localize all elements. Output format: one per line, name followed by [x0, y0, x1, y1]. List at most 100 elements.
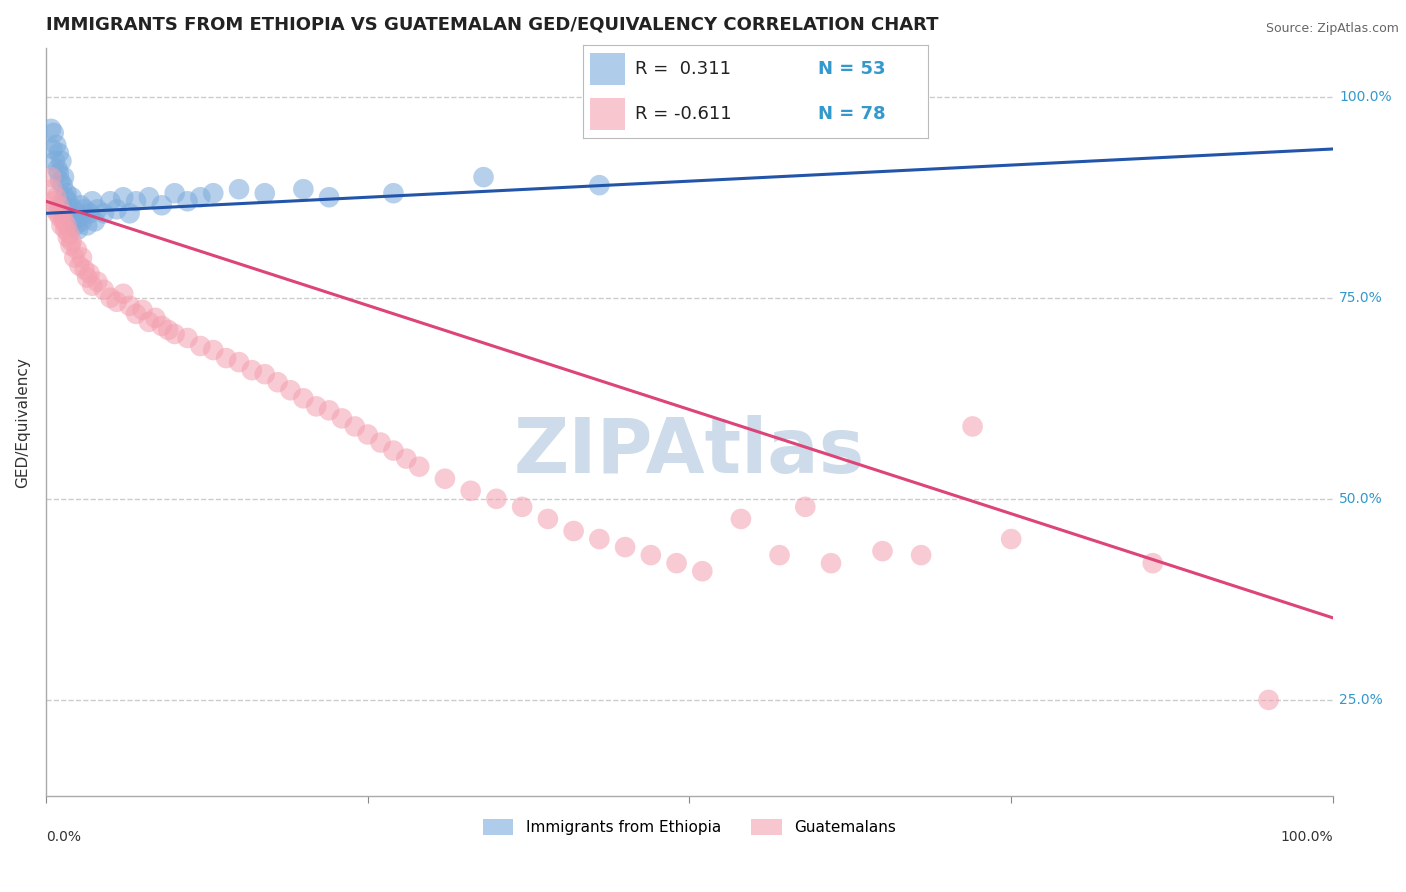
Point	[69, 198, 91, 212]
Point	[176, 194, 198, 209]
Y-axis label: GED/Equivalency: GED/Equivalency	[15, 357, 30, 488]
Point	[692, 564, 714, 578]
Point	[44, 154, 66, 169]
Point	[105, 202, 128, 217]
Bar	[591, 53, 624, 85]
Point	[70, 251, 93, 265]
Text: 100.0%: 100.0%	[1281, 830, 1333, 844]
Point	[588, 532, 610, 546]
Text: 75.0%: 75.0%	[1340, 291, 1384, 305]
Point	[614, 540, 637, 554]
Point	[62, 214, 84, 228]
Text: 50.0%: 50.0%	[1340, 491, 1384, 506]
Point	[49, 211, 72, 225]
Point	[52, 206, 75, 220]
Point	[65, 219, 87, 233]
Text: N = 78: N = 78	[818, 105, 886, 123]
Point	[228, 182, 250, 196]
Point	[93, 283, 115, 297]
Point	[588, 178, 610, 193]
Point	[138, 315, 160, 329]
Point	[60, 235, 83, 249]
Point	[63, 251, 86, 265]
Text: 25.0%: 25.0%	[1340, 693, 1384, 706]
Point	[59, 238, 82, 252]
Point	[962, 419, 984, 434]
Point	[66, 243, 89, 257]
Point	[53, 214, 76, 228]
Point	[112, 190, 135, 204]
Point	[59, 211, 82, 225]
Point	[56, 194, 79, 209]
Point	[66, 206, 89, 220]
Point	[730, 512, 752, 526]
Point	[163, 186, 186, 201]
Point	[52, 198, 75, 212]
Point	[665, 556, 688, 570]
Legend: Immigrants from Ethiopia, Guatemalans: Immigrants from Ethiopia, Guatemalans	[477, 813, 903, 841]
Point	[370, 435, 392, 450]
Point	[55, 219, 77, 233]
Point	[202, 186, 225, 201]
Point	[82, 278, 104, 293]
Point	[292, 392, 315, 406]
Point	[82, 194, 104, 209]
Point	[45, 190, 67, 204]
Point	[45, 138, 67, 153]
Point	[48, 146, 70, 161]
Point	[280, 384, 302, 398]
Point	[872, 544, 894, 558]
Point	[145, 310, 167, 325]
Point	[1142, 556, 1164, 570]
Point	[395, 451, 418, 466]
Point	[1257, 693, 1279, 707]
Point	[150, 318, 173, 333]
Point	[60, 190, 83, 204]
Point	[76, 270, 98, 285]
Point	[86, 202, 108, 217]
Point	[93, 206, 115, 220]
Point	[240, 363, 263, 377]
Point	[98, 194, 121, 209]
Point	[266, 375, 288, 389]
Point	[52, 178, 75, 193]
Point	[58, 202, 80, 217]
Text: IMMIGRANTS FROM ETHIOPIA VS GUATEMALAN GED/EQUIVALENCY CORRELATION CHART: IMMIGRANTS FROM ETHIOPIA VS GUATEMALAN G…	[46, 15, 938, 33]
Point	[562, 524, 585, 538]
Point	[39, 170, 62, 185]
Point	[46, 162, 69, 177]
Point	[433, 472, 456, 486]
Point	[46, 206, 69, 220]
Point	[83, 214, 105, 228]
Text: N = 53: N = 53	[818, 60, 886, 78]
Point	[67, 259, 90, 273]
Point	[510, 500, 533, 514]
Point	[640, 548, 662, 562]
Point	[537, 512, 560, 526]
Point	[228, 355, 250, 369]
Point	[53, 206, 76, 220]
Point	[215, 351, 238, 365]
Point	[460, 483, 482, 498]
Point	[472, 170, 495, 185]
Text: ZIPAtlas: ZIPAtlas	[513, 416, 865, 490]
Point	[41, 142, 63, 156]
Point	[125, 194, 148, 209]
Point	[768, 548, 790, 562]
Text: 0.0%: 0.0%	[46, 830, 82, 844]
Point	[138, 190, 160, 204]
Point	[343, 419, 366, 434]
Point	[382, 443, 405, 458]
Point	[67, 211, 90, 225]
Point	[51, 219, 73, 233]
Point	[318, 190, 340, 204]
Point	[253, 367, 276, 381]
Text: R =  0.311: R = 0.311	[636, 60, 731, 78]
Point	[63, 202, 86, 217]
Point	[41, 182, 63, 196]
Point	[330, 411, 353, 425]
Point	[794, 500, 817, 514]
Point	[125, 307, 148, 321]
Point	[305, 400, 328, 414]
Point	[79, 206, 101, 220]
